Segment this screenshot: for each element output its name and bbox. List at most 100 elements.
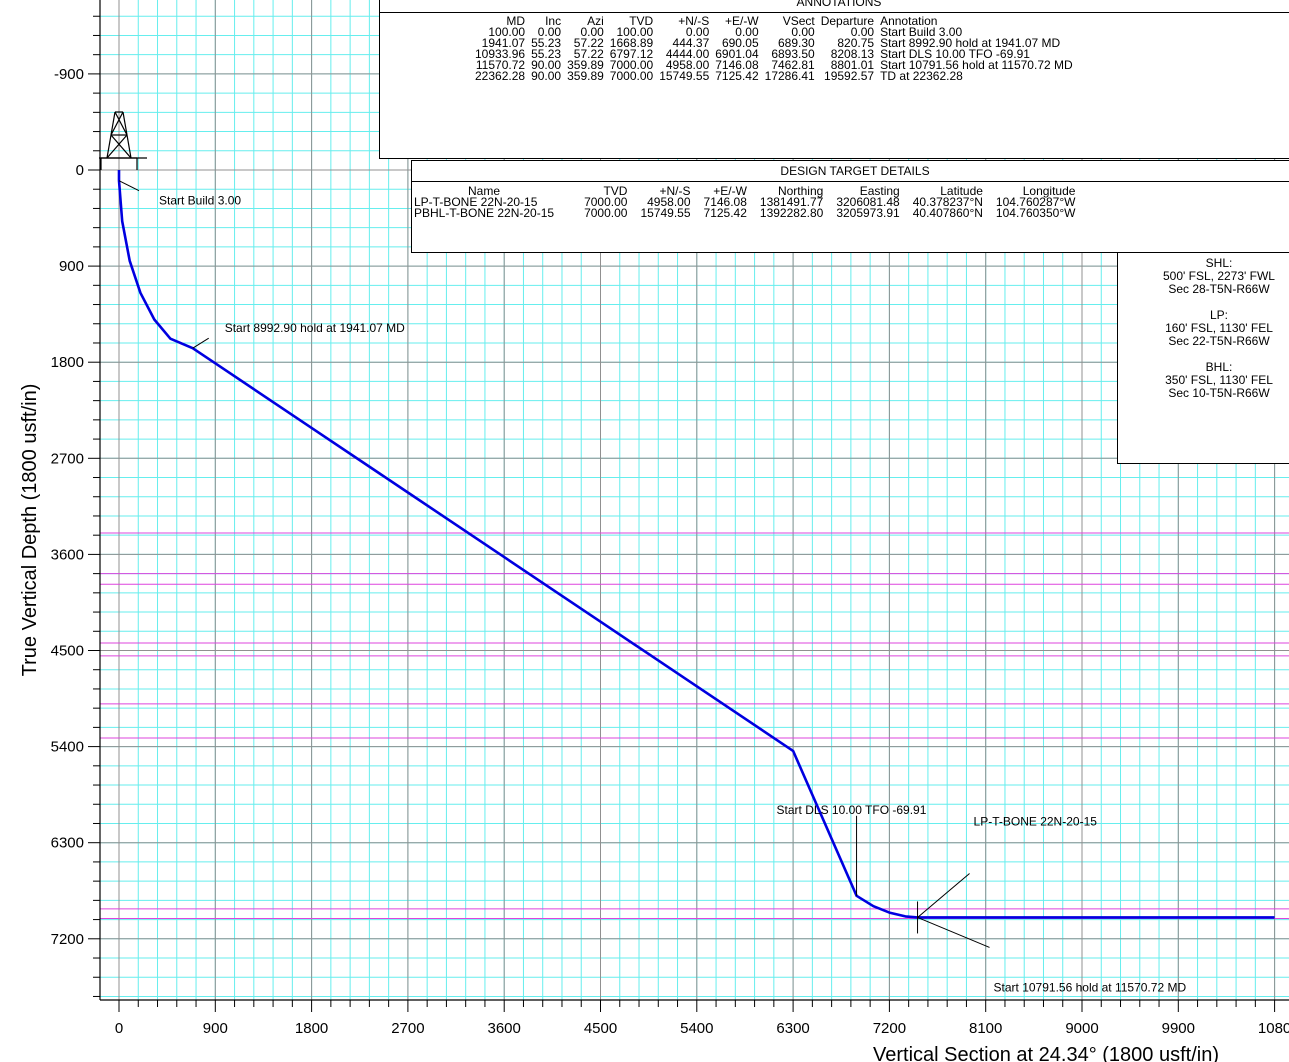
ann-col-header: Inc bbox=[545, 14, 562, 28]
formation-lines bbox=[100, 532, 1289, 920]
y-tick-label: 2700 bbox=[51, 450, 84, 467]
ann-cell: 57.22 bbox=[573, 47, 604, 61]
annotations-panel: ANNOTATIONS MD Inc Azi TVD +N/-S +E/-W VSect De… bbox=[379, 0, 1289, 159]
ann-cell: 7146.08 bbox=[715, 58, 759, 72]
location-block: LP: 160' FSL, 1130' FEL Sec 22-T5N-R66W bbox=[1140, 309, 1289, 348]
tgt-col-header: +N/-S bbox=[659, 184, 691, 198]
ann-col-header: +E/-W bbox=[724, 14, 759, 28]
y-tick-label: 900 bbox=[59, 258, 84, 275]
ann-cell: 444.37 bbox=[672, 36, 710, 50]
marker-leader bbox=[192, 337, 209, 349]
targets-title: DESIGN TARGET DETAILS bbox=[412, 161, 1289, 182]
x-tick-label: 9900 bbox=[1162, 1020, 1195, 1037]
rig-strut bbox=[110, 134, 132, 159]
well-path-line bbox=[117, 170, 1275, 919]
x-axis-title: Vertical Section at 24.34° (1800 usft/in… bbox=[873, 1044, 1219, 1062]
marker-leader bbox=[118, 180, 140, 192]
location-panel: SHL: 500' FSL, 2273' FWL Sec 28-T5N-R66W LP… bbox=[1117, 252, 1289, 464]
location-line1: 350' FSL, 1130' FEL bbox=[1165, 373, 1273, 387]
tgt-cell: 4958.00 bbox=[647, 195, 691, 209]
x-tick-label: 0 bbox=[115, 1020, 123, 1037]
location-label: BHL: bbox=[1205, 360, 1233, 374]
ann-cell: 6893.50 bbox=[771, 47, 815, 61]
tgt-cell: 7125.42 bbox=[703, 206, 747, 220]
location-line2: Sec 28-T5N-R66W bbox=[1168, 282, 1270, 296]
ann-cell: 7125.42 bbox=[715, 69, 759, 83]
x-tick-label: 8100 bbox=[969, 1020, 1002, 1037]
ann-col-header: Departure bbox=[820, 14, 875, 28]
ann-cell: 100.00 bbox=[488, 25, 526, 39]
tgt-cell: 40.407860°N bbox=[912, 206, 983, 220]
tgt-cell: 1381491.77 bbox=[759, 195, 824, 209]
table-row: 100.00 0.00 0.00 100.00 0.00 0.00 0.00 0.00 Star… bbox=[472, 25, 1076, 39]
ann-cell: 689.30 bbox=[778, 36, 815, 50]
tgt-col-header: Latitude bbox=[940, 184, 983, 198]
ann-cell: 7000.00 bbox=[609, 69, 654, 83]
rig-strut bbox=[114, 111, 128, 136]
location-line2: Sec 22-T5N-R66W bbox=[1168, 334, 1270, 348]
ann-cell: 57.22 bbox=[573, 36, 604, 50]
x-tick-label: 9000 bbox=[1065, 1020, 1098, 1037]
tgt-cell: 7000.00 bbox=[584, 206, 628, 220]
ann-cell: 11570.72 bbox=[475, 58, 526, 72]
drilling-rig-icon bbox=[99, 111, 147, 170]
location-line2: Sec 10-T5N-R66W bbox=[1168, 386, 1270, 400]
well-path bbox=[117, 170, 1275, 919]
ann-col-header: Annotation bbox=[880, 14, 938, 28]
ann-cell: 55.23 bbox=[531, 36, 562, 50]
annotations-title: ANNOTATIONS bbox=[380, 0, 1289, 13]
ann-col-header: TVD bbox=[629, 14, 654, 28]
y-tick-label: 0 bbox=[76, 162, 84, 179]
location-block: BHL: 350' FSL, 1130' FEL Sec 10-T5N-R66W bbox=[1140, 361, 1289, 400]
marker-label: Start DLS 10.00 TFO -69.91 bbox=[777, 803, 927, 817]
targets-table: Name TVD +N/-S +E/-W Northing Easting Latitude… bbox=[412, 184, 1078, 220]
y-tick-label: 4500 bbox=[51, 643, 84, 660]
ann-cell: 90.00 bbox=[531, 69, 562, 83]
rig-strut bbox=[110, 111, 124, 136]
table-row: 1941.07 55.23 57.22 1668.89 444.37 690.05 689.… bbox=[472, 36, 1076, 50]
x-tick-label: 900 bbox=[203, 1020, 228, 1037]
ann-cell: 55.23 bbox=[531, 47, 562, 61]
ann-cell: 15749.55 bbox=[659, 69, 710, 83]
ann-cell: 1941.07 bbox=[481, 36, 526, 50]
axes bbox=[99, 0, 1289, 1001]
ann-cell: 6901.04 bbox=[715, 47, 759, 61]
x-tick-label: 1080 bbox=[1258, 1020, 1289, 1037]
ann-cell: 7000.00 bbox=[609, 58, 654, 72]
marker-label: Start Build 3.00 bbox=[159, 194, 241, 208]
marker-label: Start 10791.56 hold at 11570.72 MD bbox=[994, 980, 1187, 994]
tgt-cell: 104.760350°W bbox=[995, 206, 1076, 220]
ann-cell: Start DLS 10.00 TFO -69.91 bbox=[880, 47, 1030, 61]
ann-cell: 0.00 bbox=[685, 25, 710, 39]
location-label: LP: bbox=[1209, 308, 1228, 322]
tgt-cell: 3206081.48 bbox=[836, 195, 900, 209]
ann-cell: 0.00 bbox=[850, 25, 875, 39]
ann-col-header: MD bbox=[506, 14, 526, 28]
ann-cell: 8801.01 bbox=[830, 58, 875, 72]
ann-col-header: Azi bbox=[587, 14, 604, 28]
marker-leader bbox=[917, 916, 990, 948]
tgt-cell: 40.378237°N bbox=[912, 195, 983, 209]
tgt-cell: 7146.08 bbox=[703, 195, 747, 209]
ann-cell: 7462.81 bbox=[771, 58, 815, 72]
location-label: SHL: bbox=[1205, 256, 1233, 270]
x-tick-label: 4500 bbox=[584, 1020, 617, 1037]
y-tick-label: 3600 bbox=[51, 546, 84, 563]
x-tick-label: 7200 bbox=[873, 1020, 906, 1037]
x-tick-label: 3600 bbox=[488, 1020, 521, 1037]
ann-cell: 19592.57 bbox=[824, 69, 875, 83]
ann-cell: 820.75 bbox=[837, 36, 875, 50]
ann-cell: Start 8992.90 hold at 1941.07 MD bbox=[880, 36, 1061, 50]
ann-cell: 0.00 bbox=[537, 25, 562, 39]
tgt-col-header: Longitude bbox=[1022, 184, 1076, 198]
tgt-cell: PBHL-T-BONE 22N-20-15 bbox=[414, 206, 555, 220]
location-block: SHL: 500' FSL, 2273' FWL Sec 28-T5N-R66W bbox=[1140, 257, 1289, 296]
x-tick-labels: 0 900 1800 2700 3600 4500 5400 6300 7200 8100 9000… bbox=[115, 1020, 1289, 1037]
ann-cell: Start 10791.56 hold at 11570.72 MD bbox=[880, 58, 1073, 72]
tgt-cell: 1392282.80 bbox=[759, 206, 824, 220]
tgt-col-header: Name bbox=[468, 184, 501, 198]
x-tick-label: 6300 bbox=[776, 1020, 809, 1037]
tgt-cell: 15749.55 bbox=[640, 206, 691, 220]
ann-col-header: +N/-S bbox=[678, 14, 710, 28]
tgt-col-header: +E/-W bbox=[713, 184, 747, 198]
